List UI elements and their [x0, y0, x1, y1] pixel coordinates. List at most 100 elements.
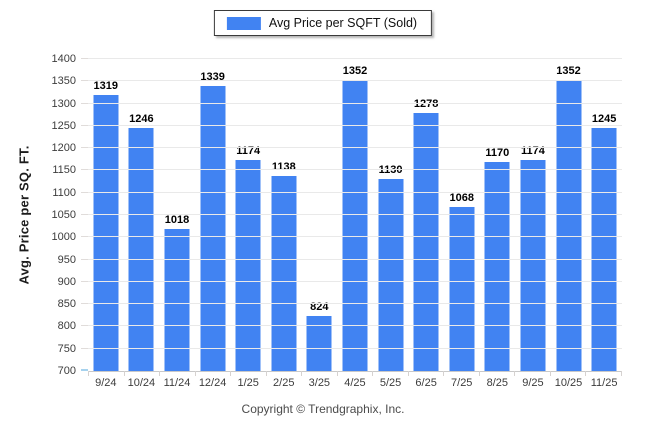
x-tick-label: 8/25	[486, 377, 509, 389]
bar-slot: 1170	[480, 59, 516, 371]
gridline	[88, 147, 622, 149]
bar-slot: 1174	[230, 59, 266, 371]
gridline	[88, 169, 622, 171]
y-tick-mark	[81, 124, 88, 126]
bar	[128, 127, 154, 371]
y-tick-mark	[81, 214, 88, 215]
y-tick-label: 750	[57, 342, 76, 355]
y-tick-label: 900	[57, 275, 76, 288]
y-tick-mark	[81, 147, 88, 149]
x-tick-label: 11/25	[590, 377, 618, 389]
bar	[591, 128, 617, 371]
bar-value-label: 1278	[413, 98, 439, 111]
bar	[556, 80, 582, 371]
x-tick-mark	[478, 371, 480, 376]
x-tick-label: 4/25	[344, 377, 366, 389]
legend-label: Avg Price per SQFT (Sold)	[268, 16, 418, 30]
y-tick-mark	[81, 303, 88, 305]
bar-slot: 1339	[195, 59, 231, 371]
x-tick-mark	[301, 371, 303, 376]
bar-value-label: 1170	[485, 146, 510, 159]
bar-value-label: 1018	[164, 214, 190, 227]
y-tick-label: 1200	[51, 142, 76, 155]
gridline	[88, 80, 622, 82]
x-tick-mark	[443, 371, 445, 376]
x-tick-mark	[194, 371, 196, 376]
bar	[164, 229, 190, 371]
gridline	[88, 102, 622, 104]
plot-area: 1319 1246 1018 1339 1174 1138 824 1352 1130 1278 1…	[52, 53, 622, 377]
gridline	[88, 124, 622, 126]
bar-value-label: 1068	[449, 191, 474, 204]
x-tick-mark	[88, 371, 89, 376]
gridline	[88, 280, 622, 282]
y-tick-label: 850	[57, 298, 76, 311]
x-tick-mark	[407, 371, 409, 376]
x-tick-label: 10/25	[554, 377, 583, 389]
bar-slot: 1174	[515, 59, 551, 371]
bar	[271, 175, 297, 371]
y-tick-label: 800	[57, 320, 76, 333]
y-axis-title: Avg. Price per SQ. FT.	[16, 145, 32, 285]
bar	[378, 179, 404, 371]
y-tick-label: 1300	[51, 97, 76, 110]
bar-value-label: 1138	[271, 160, 296, 173]
bar-slot: 1319	[88, 59, 124, 371]
x-tick-label: 7/25	[451, 377, 473, 389]
gridline	[88, 325, 622, 327]
bar-slot: 1068	[444, 59, 480, 371]
x-tick-label: 9/24	[95, 377, 117, 389]
bar-slot: 1278	[408, 59, 444, 371]
bar-slot: 1138	[266, 59, 302, 371]
x-tick-label: 11/24	[163, 377, 191, 389]
gridline	[88, 303, 622, 305]
x-tick-mark	[372, 371, 374, 376]
bar	[413, 113, 439, 371]
bar	[342, 80, 368, 371]
x-tick-label: 12/24	[198, 377, 227, 389]
bar-slot: 1130	[373, 59, 409, 371]
bar-value-label: 1246	[129, 112, 154, 125]
x-tick-label: 1/25	[237, 377, 259, 389]
y-tick-label: 1150	[52, 164, 76, 177]
y-tick-mark	[81, 102, 88, 104]
bar	[449, 206, 475, 371]
x-tick-mark	[514, 371, 516, 376]
gridline	[88, 258, 622, 260]
y-tick-label: 700	[57, 365, 76, 377]
y-tick-mark	[81, 80, 88, 82]
y-tick-label: 1350	[51, 75, 76, 88]
y-tick-mark	[81, 280, 88, 282]
y-tick-mark	[81, 58, 88, 59]
bars-row: 1319 1246 1018 1339 1174 1138 824 1352 1130 1278 1…	[88, 59, 622, 371]
legend-swatch-icon	[226, 16, 261, 30]
gridline	[88, 191, 622, 193]
gridline	[88, 236, 622, 238]
bar-slot: 1352	[337, 59, 373, 371]
y-tick-mark	[81, 347, 88, 349]
y-tick-label: 1400	[51, 53, 76, 65]
bar-slot: 1246	[124, 59, 160, 371]
x-tick-mark	[336, 371, 338, 376]
x-tick-mark	[159, 371, 161, 376]
y-tick-mark	[81, 258, 88, 260]
y-tick-label: 1050	[51, 209, 76, 221]
y-tick-label: 1100	[52, 186, 76, 199]
copyright-text: Copyright © Trendgraphix, Inc.	[241, 402, 405, 416]
y-tick-mark	[81, 191, 88, 193]
y-tick-mark	[81, 325, 88, 327]
bar	[520, 159, 546, 371]
x-tick-label: 5/25	[379, 377, 402, 389]
x-tick-mark	[123, 371, 125, 376]
x-tick-label: 9/25	[522, 377, 544, 389]
y-tick-mark	[81, 236, 88, 238]
x-tick-mark	[585, 371, 587, 376]
bar-slot: 1018	[159, 59, 195, 371]
x-tick-label: 10/24	[127, 377, 156, 389]
y-tick-label: 1250	[51, 119, 76, 132]
gridline	[88, 58, 622, 59]
bar-value-label: 1352	[342, 65, 368, 78]
x-axis-labels: 9/24 10/24 11/24 12/24 1/25 2/25 3/25 4/25 5/25 6…	[88, 377, 622, 389]
x-tick-label: 2/25	[273, 377, 295, 389]
